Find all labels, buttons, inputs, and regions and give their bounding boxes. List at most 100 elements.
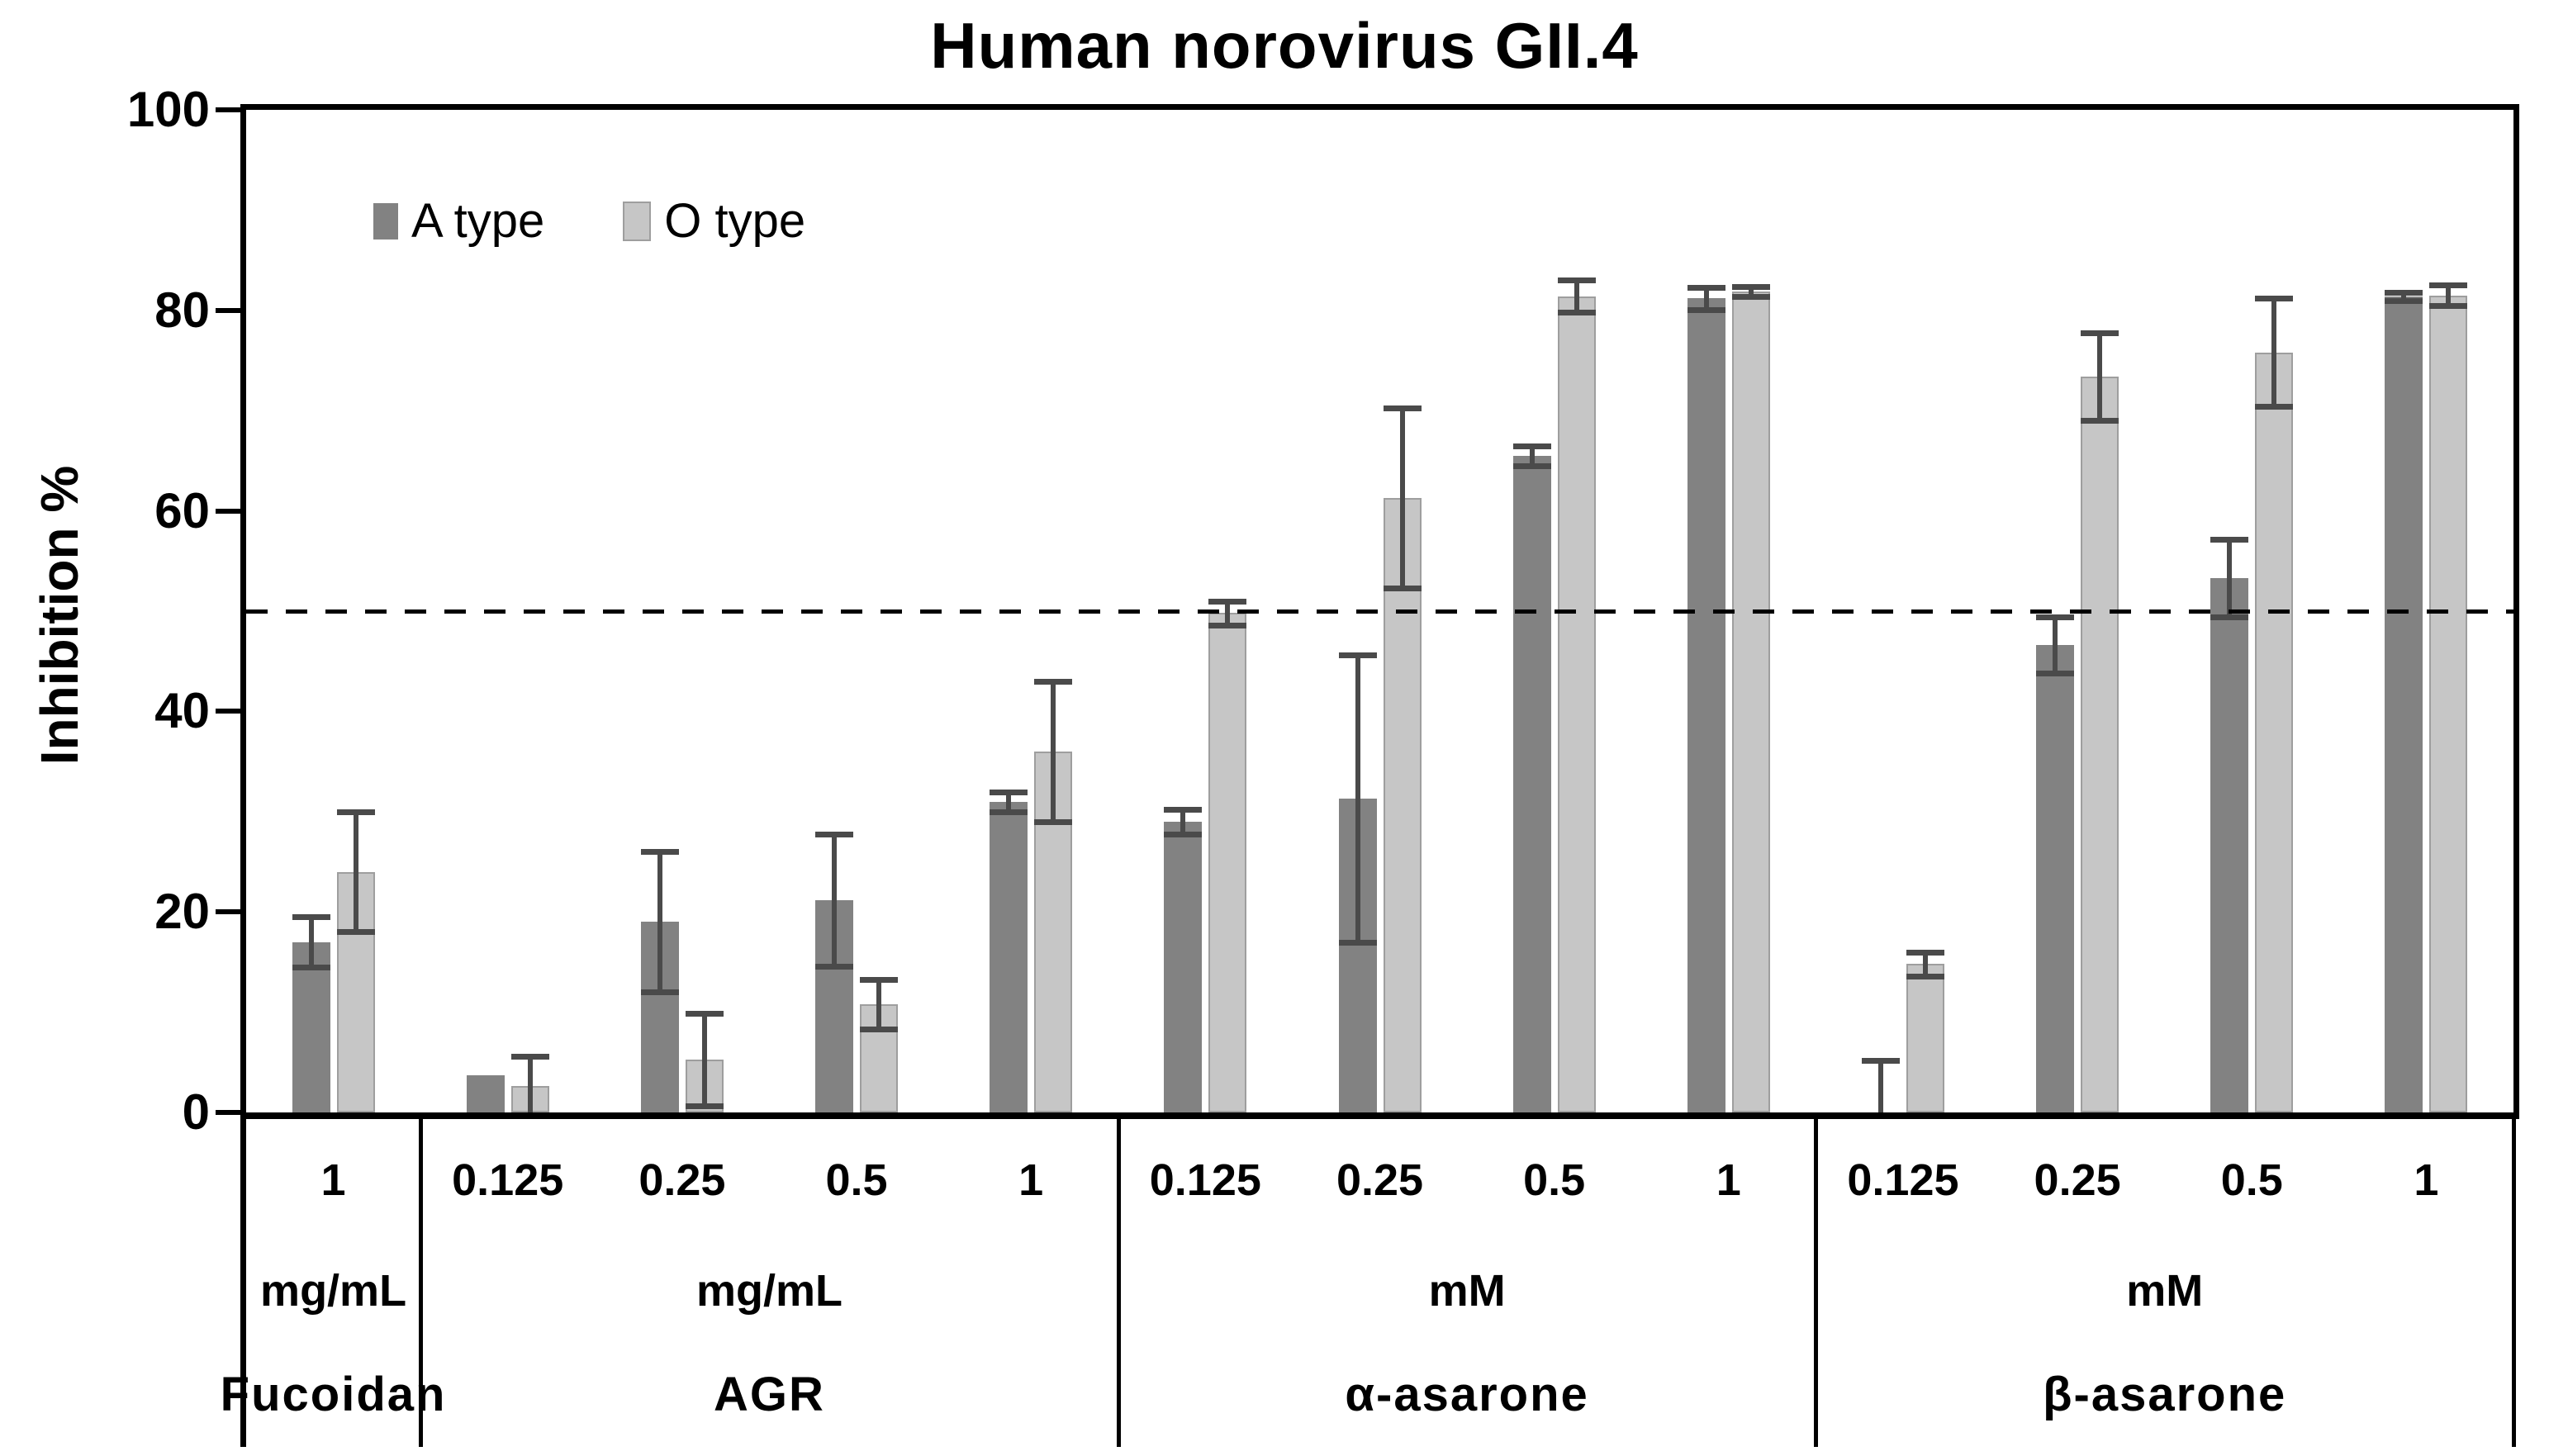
- bar-a-type: [1164, 821, 1203, 1112]
- error-bar-cap-top: [1383, 405, 1422, 411]
- bar-o-type: [2429, 295, 2468, 1112]
- error-bar-cap-top: [510, 1054, 549, 1060]
- error-bar-cap-bottom: [336, 929, 375, 936]
- error-bar: [1051, 681, 1056, 822]
- bar-a-type: [2036, 645, 2075, 1112]
- error-bar-cap-bottom: [1208, 622, 1247, 628]
- error-bar-cap-top: [990, 789, 1028, 795]
- error-bar: [1574, 280, 1579, 313]
- error-bar-cap-bottom: [2255, 404, 2294, 410]
- x-unit-label: mM: [2126, 1266, 2204, 1316]
- error-bar: [832, 833, 838, 966]
- error-bar: [2271, 298, 2277, 407]
- y-tick-label: 40: [154, 683, 210, 739]
- y-tick-label: 20: [154, 884, 210, 940]
- error-bar-cap-top: [1034, 678, 1073, 685]
- error-bar-cap-bottom: [815, 963, 854, 970]
- error-bar: [701, 1013, 707, 1106]
- error-bar-cap-top: [2036, 614, 2075, 621]
- x-unit-label: mg/mL: [260, 1266, 407, 1316]
- error-bar-cap-bottom: [1383, 586, 1422, 592]
- error-bar-cap-top: [1164, 807, 1203, 813]
- bar-o-type: [860, 1003, 899, 1112]
- bar-a-type: [1687, 298, 1725, 1112]
- error-bar-cap-bottom: [1338, 939, 1377, 946]
- error-bar-cap-top: [1687, 284, 1725, 291]
- error-bar-cap-bottom: [685, 1103, 724, 1109]
- error-bar-cap-top: [336, 809, 375, 815]
- x-group-label: α-asarone: [1345, 1368, 1589, 1421]
- bar-a-type: [292, 941, 330, 1112]
- error-bar: [2053, 617, 2058, 674]
- error-bar-cap-top: [2255, 296, 2294, 302]
- error-bar-cap-bottom: [1164, 831, 1203, 837]
- bar-o-type: [1383, 497, 1422, 1112]
- error-bar: [2446, 285, 2452, 306]
- y-tick-label: 60: [154, 482, 210, 538]
- error-bar-cap-top: [2210, 536, 2249, 543]
- x-concentration-label: 0.5: [1523, 1155, 1586, 1205]
- x-concentration-label: 0.5: [825, 1155, 888, 1205]
- error-bar-cap-bottom: [1731, 293, 1770, 300]
- bar-a-type: [1512, 455, 1551, 1112]
- legend-swatch-o-type: [623, 201, 652, 241]
- x-concentration-label: 0.125: [1847, 1155, 1959, 1205]
- error-bar: [657, 851, 662, 993]
- group-divider: [1814, 1119, 1819, 1447]
- error-bar: [1180, 809, 1186, 834]
- error-bar-cap-top: [640, 849, 679, 856]
- bar-o-type: [1557, 296, 1596, 1112]
- y-tick-mark: [216, 709, 240, 714]
- error-bar-cap-bottom: [990, 809, 1028, 815]
- error-bar: [1877, 1060, 1883, 1112]
- error-bar: [1529, 445, 1535, 466]
- error-bar: [1748, 286, 1754, 296]
- group-divider: [419, 1119, 424, 1447]
- error-bar: [2097, 332, 2103, 421]
- error-bar: [2227, 538, 2233, 618]
- error-bar: [527, 1056, 533, 1112]
- error-bar-cap-bottom: [860, 1027, 899, 1033]
- bar-o-type: [1731, 291, 1770, 1112]
- bar-a-type: [2385, 296, 2423, 1112]
- error-bar-cap-bottom: [2036, 671, 2075, 677]
- error-bar: [1703, 287, 1709, 310]
- error-bar-cap-top: [1512, 443, 1551, 449]
- error-bar-cap-bottom: [640, 989, 679, 996]
- error-bar: [1922, 951, 1928, 976]
- y-tick-mark: [216, 1110, 240, 1115]
- plot-area: [240, 104, 2519, 1119]
- x-group-label: AGR: [714, 1368, 825, 1421]
- error-bar-cap-bottom: [1557, 310, 1596, 316]
- x-concentration-label: 0.25: [638, 1155, 726, 1205]
- bar-o-type: [1034, 751, 1073, 1112]
- x-concentration-label: 0.125: [452, 1155, 564, 1205]
- error-bar-cap-bottom: [2081, 418, 2119, 424]
- y-tick-mark: [216, 508, 240, 514]
- y-tick-mark: [216, 107, 240, 112]
- y-tick-label: 80: [154, 282, 210, 338]
- error-bar-cap-top: [815, 831, 854, 837]
- error-bar-cap-bottom: [1906, 973, 1944, 979]
- bar-o-type: [2081, 376, 2119, 1112]
- error-bar-cap-top: [1906, 949, 1944, 956]
- legend: A type O type: [373, 193, 805, 249]
- x-concentration-label: 1: [2414, 1155, 2439, 1205]
- x-concentration-label: 1: [320, 1155, 346, 1205]
- error-bar-cap-top: [1338, 652, 1377, 659]
- x-axis-left-border: [240, 1119, 246, 1447]
- legend-label: A type: [411, 194, 545, 248]
- bar-o-type: [2255, 352, 2294, 1112]
- error-bar-cap-top: [1731, 283, 1770, 290]
- group-divider: [1116, 1119, 1121, 1447]
- legend-item: A type: [373, 193, 544, 249]
- error-bar-cap-top: [1861, 1057, 1900, 1064]
- error-bar-cap-top: [1557, 277, 1596, 284]
- error-bar: [876, 979, 882, 1030]
- error-bar-cap-bottom: [1512, 462, 1551, 469]
- error-bar-cap-bottom: [1034, 818, 1073, 825]
- y-tick-label: 100: [126, 82, 210, 137]
- bar-o-type: [1208, 613, 1247, 1112]
- error-bar: [2401, 292, 2407, 301]
